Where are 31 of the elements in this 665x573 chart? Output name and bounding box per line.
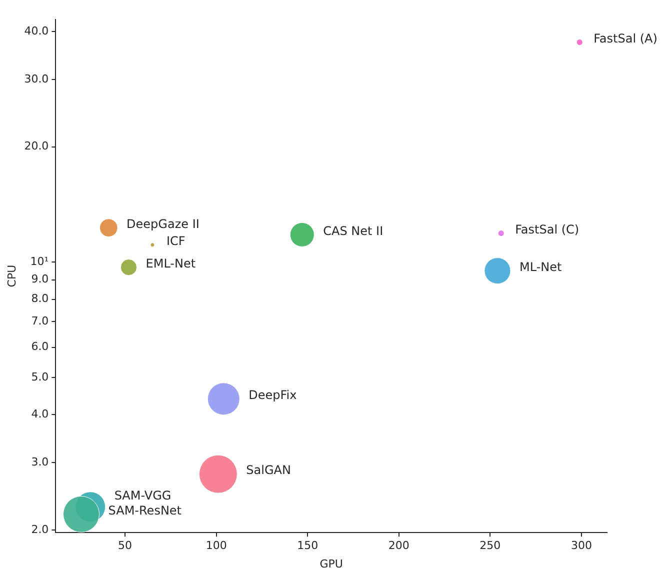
series-label: DeepGaze II [126,216,200,231]
y-tick-label: 4.0 [31,408,49,421]
y-tick-label: 6.0 [31,340,49,354]
series-label: ML-Net [519,260,562,274]
series-label: CAS Net II [323,224,384,238]
series-label: SalGAN [246,463,291,478]
x-tick-label: 50 [118,539,132,552]
x-tick-label: 250 [480,539,501,552]
x-tick-label: 100 [206,539,227,552]
y-tick-label: 20.0 [24,140,49,153]
series-label: FastSal (A) [594,31,658,46]
x-tick-label: 300 [570,539,592,552]
x-tick-label: 200 [388,539,410,552]
x-axis-title: GPU [320,557,343,570]
y-tick-label: 9.0 [31,272,49,286]
series-label: FastSal (C) [515,222,580,236]
y-tick-label: 2.0 [31,522,49,536]
y-tick-label: 8.0 [31,292,49,306]
y-tick-label: 5.0 [31,370,49,384]
series-label: SAM-ResNet [108,503,182,518]
y-tick-label: 7.0 [31,314,49,328]
series-label: DeepFix [248,388,297,402]
y-tick-label: 30.0 [24,72,49,86]
series-label: SAM-VGG [114,488,172,502]
series-label: EML-Net [146,256,196,270]
series-label: ICF [166,234,186,248]
y-axis-title: CPU [5,264,18,288]
y-tick-label: 10¹ [30,255,49,268]
x-tick-label: 150 [297,539,318,552]
y-tick-label: 40.0 [24,24,49,38]
y-tick-label: 3.0 [31,455,49,468]
